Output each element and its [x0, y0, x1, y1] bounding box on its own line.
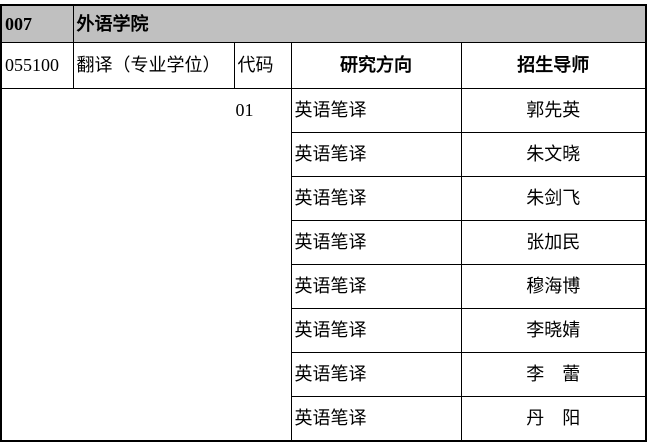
- direction-cell: 英语笔译: [290, 220, 462, 265]
- direction-cell: 英语笔译: [290, 88, 462, 133]
- table-row: 英语笔译 朱文晓: [1, 132, 647, 177]
- supervisor-cell: 李 蕾: [460, 352, 647, 397]
- merged-left-cell: 01: [0, 88, 292, 442]
- table-row: 英语笔译 朱剑飞: [1, 176, 647, 221]
- column-header-supervisor: 招生导师: [460, 42, 647, 89]
- column-header-direction: 研究方向: [290, 42, 462, 89]
- table-row: 英语笔译 丹 阳: [1, 396, 647, 442]
- direction-cell: 英语笔译: [290, 176, 462, 221]
- table-row: 英语笔译 穆海博: [1, 264, 647, 309]
- department-name: 外语学院: [72, 4, 647, 43]
- supervisor-cell: 郭先英: [460, 88, 647, 133]
- direction-cell: 英语笔译: [290, 396, 462, 442]
- department-code: 007: [0, 4, 74, 43]
- direction-cell: 英语笔译: [290, 264, 462, 309]
- program-name: 翻译（专业学位）: [72, 42, 235, 89]
- direction-cell: 英语笔译: [290, 352, 462, 397]
- table-row: 英语笔译 李晓婧: [1, 308, 647, 353]
- supervisor-cell: 朱文晓: [460, 132, 647, 177]
- department-header-row: 007 外语学院: [0, 4, 647, 43]
- supervisor-cell: 丹 阳: [460, 396, 647, 442]
- group-code: 01: [235, 100, 254, 120]
- table-row: 01 英语笔译 郭先英: [0, 88, 647, 442]
- direction-cell: 英语笔译: [290, 132, 462, 177]
- table-row: 英语笔译 张加民: [1, 220, 647, 265]
- direction-cell: 英语笔译: [290, 308, 462, 353]
- supervisor-cell: 朱剑飞: [460, 176, 647, 221]
- supervisor-cell: 张加民: [460, 220, 647, 265]
- supervisor-cell: 李晓婧: [460, 308, 647, 353]
- program-header-row: 055100 翻译（专业学位） 代码 研究方向 招生导师: [0, 42, 647, 89]
- admissions-table: 007 外语学院 055100 翻译（专业学位） 代码 研究方向 招生导师 01…: [0, 4, 647, 442]
- table-row: 英语笔译 李 蕾: [1, 352, 647, 397]
- program-code: 055100: [0, 42, 74, 89]
- supervisor-cell: 穆海博: [460, 264, 647, 309]
- column-header-code: 代码: [233, 42, 292, 89]
